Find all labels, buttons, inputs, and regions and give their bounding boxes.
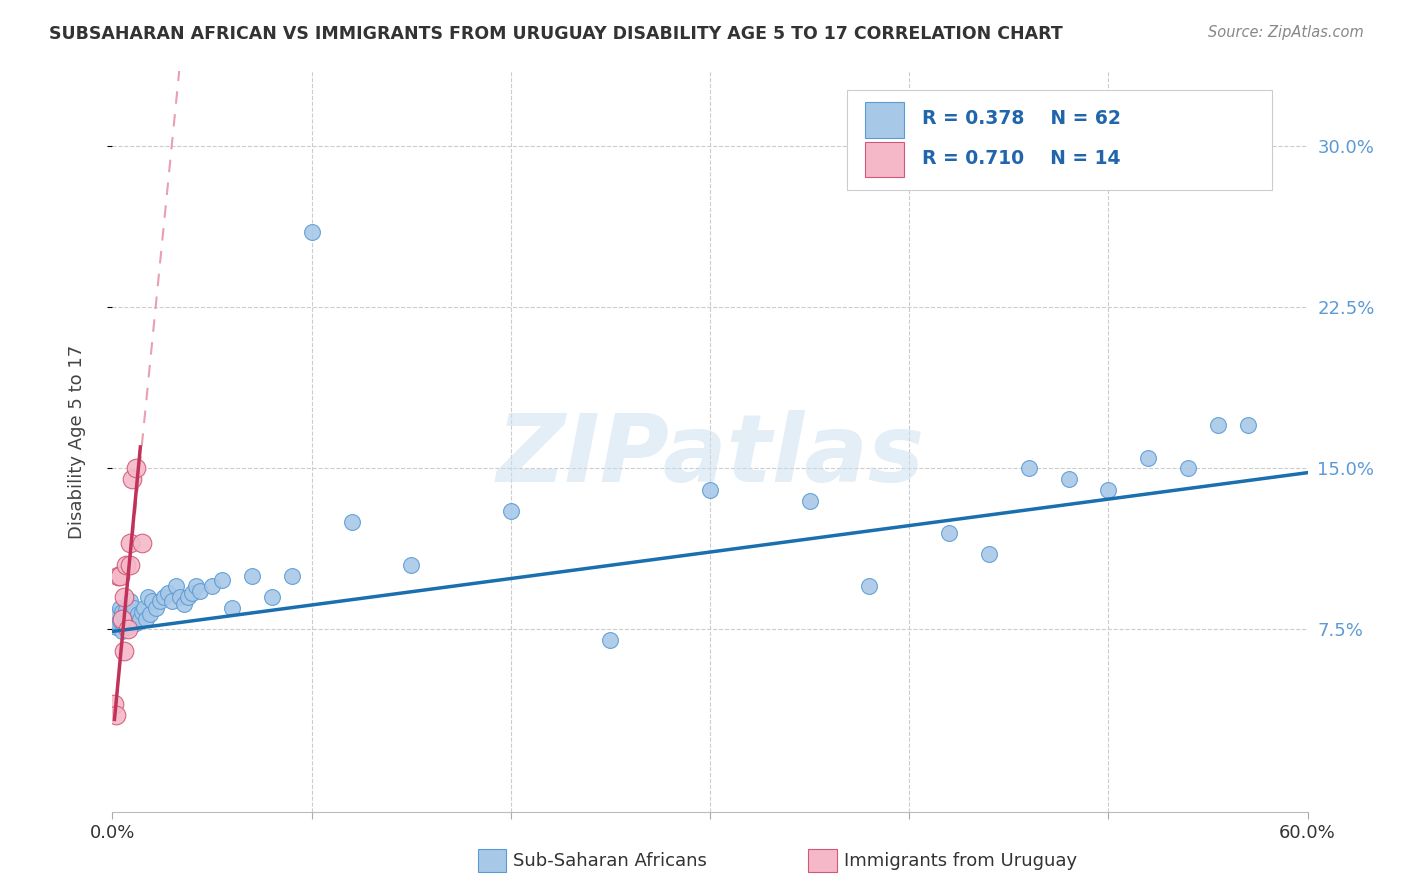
Point <box>188 583 211 598</box>
Point <box>107 568 129 582</box>
Point <box>401 558 423 572</box>
Point <box>107 615 129 630</box>
Point <box>186 579 208 593</box>
Y-axis label: Disability Age 5 to 17: Disability Age 5 to 17 <box>67 344 86 539</box>
Text: Sub-Saharan Africans: Sub-Saharan Africans <box>513 852 707 870</box>
Point <box>120 536 142 550</box>
Point <box>301 225 323 239</box>
Point <box>1018 461 1040 475</box>
Point <box>153 590 176 604</box>
Point <box>858 579 880 593</box>
Point <box>1097 483 1119 497</box>
Point <box>139 607 162 622</box>
Point <box>211 573 233 587</box>
Point <box>120 594 142 608</box>
Point <box>1237 418 1260 433</box>
Point <box>177 590 200 604</box>
Text: Source: ZipAtlas.com: Source: ZipAtlas.com <box>1208 25 1364 40</box>
Point <box>117 611 139 625</box>
Point <box>115 603 138 617</box>
Point <box>111 611 134 625</box>
Point <box>1057 472 1080 486</box>
FancyBboxPatch shape <box>848 90 1272 190</box>
Point <box>125 615 148 630</box>
Point <box>105 708 128 723</box>
Point <box>115 558 138 572</box>
Point <box>938 525 960 540</box>
Point <box>977 547 1000 561</box>
Point <box>117 623 139 637</box>
Point <box>125 461 148 475</box>
Point <box>120 558 142 572</box>
Point <box>127 607 149 622</box>
Point <box>181 586 204 600</box>
Point <box>111 605 134 619</box>
Point <box>141 594 163 608</box>
Point <box>157 586 180 600</box>
Point <box>162 594 183 608</box>
Point <box>135 611 157 625</box>
Point <box>117 620 139 634</box>
Point <box>131 536 153 550</box>
Point <box>114 609 135 624</box>
Point <box>121 472 143 486</box>
Point <box>111 624 134 639</box>
FancyBboxPatch shape <box>866 142 904 178</box>
Point <box>107 607 129 622</box>
Point <box>110 600 132 615</box>
Point <box>281 568 304 582</box>
Point <box>134 600 156 615</box>
Point <box>699 483 721 497</box>
Point <box>799 493 821 508</box>
Point <box>1137 450 1160 465</box>
Point <box>103 611 125 625</box>
Point <box>499 504 522 518</box>
Point <box>121 614 143 628</box>
FancyBboxPatch shape <box>866 103 904 138</box>
Text: R = 0.710    N = 14: R = 0.710 N = 14 <box>921 149 1121 169</box>
Point <box>105 620 128 634</box>
Point <box>114 618 135 632</box>
Point <box>129 611 152 625</box>
Point <box>115 614 138 628</box>
Point <box>165 579 187 593</box>
Text: R = 0.378    N = 62: R = 0.378 N = 62 <box>921 109 1121 128</box>
Point <box>260 590 283 604</box>
Text: SUBSAHARAN AFRICAN VS IMMIGRANTS FROM URUGUAY DISABILITY AGE 5 TO 17 CORRELATION: SUBSAHARAN AFRICAN VS IMMIGRANTS FROM UR… <box>49 25 1063 43</box>
Point <box>110 568 132 582</box>
Point <box>110 614 132 628</box>
Point <box>145 600 167 615</box>
Point <box>240 568 263 582</box>
Text: ZIPatlas: ZIPatlas <box>496 410 924 502</box>
Point <box>599 633 621 648</box>
Point <box>114 590 135 604</box>
Point <box>201 579 224 593</box>
Point <box>124 600 146 615</box>
Point <box>103 698 125 712</box>
Point <box>221 600 243 615</box>
Point <box>131 605 153 619</box>
Point <box>173 597 195 611</box>
Point <box>1206 418 1229 433</box>
Text: Immigrants from Uruguay: Immigrants from Uruguay <box>844 852 1077 870</box>
Point <box>169 590 191 604</box>
Point <box>120 607 142 622</box>
Point <box>138 590 160 604</box>
Point <box>340 515 363 529</box>
Point <box>114 644 135 658</box>
Point <box>1177 461 1199 475</box>
Point <box>149 594 172 608</box>
